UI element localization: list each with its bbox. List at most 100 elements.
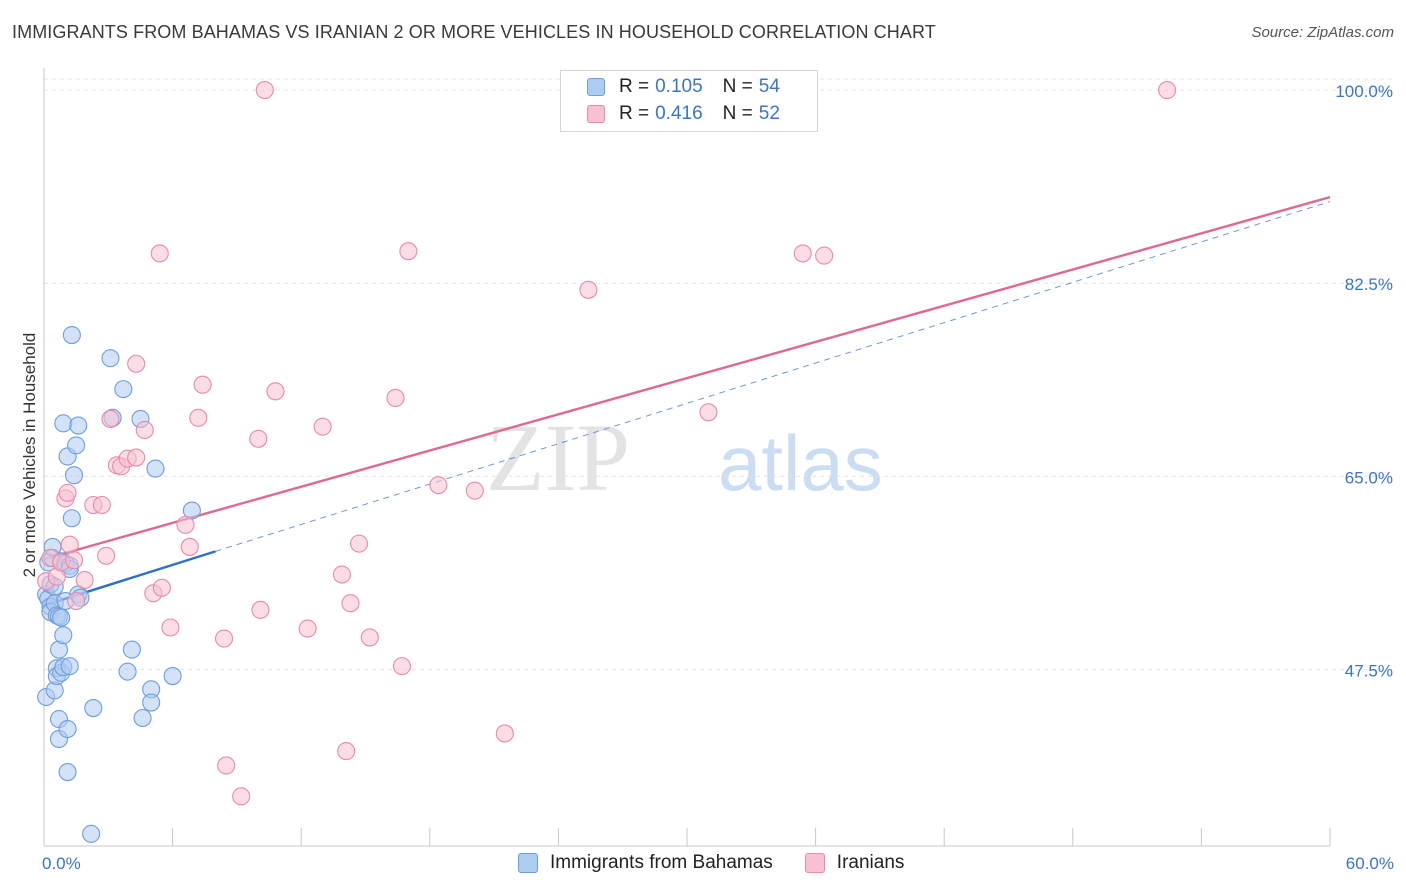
iranians-point [255, 81, 274, 100]
iranians-point [152, 578, 171, 597]
iranians-point [579, 280, 598, 299]
bahamas-point [101, 349, 120, 368]
legend-row-bahamas: R = 0.105 N = 54 [587, 75, 780, 99]
bahamas-point [114, 380, 133, 399]
iranians-trend-line [43, 195, 1331, 561]
bahamas-point [133, 708, 152, 728]
legend-swatch-pink [804, 853, 825, 873]
bahamas-point [62, 326, 81, 345]
iranians-point [150, 244, 169, 263]
iranians-point [1158, 81, 1177, 100]
bahamas-point [69, 416, 88, 435]
r-label: R = [619, 103, 650, 124]
bahamas-point [84, 699, 103, 718]
iranians-point [161, 618, 180, 637]
legend-swatch-blue [518, 853, 538, 873]
n-value: 52 [758, 103, 780, 124]
bahamas-point [62, 509, 81, 528]
iranians-point [815, 246, 834, 265]
bahamas-point [67, 436, 86, 455]
iranians-point [127, 448, 146, 467]
bahamas-point [146, 459, 165, 478]
n-value: 54 [758, 76, 780, 97]
bahamas-point [54, 626, 73, 645]
iranians-point [127, 354, 146, 373]
iranians-point [135, 420, 154, 440]
bahamas-point [52, 608, 71, 627]
bahamas-trend-extension [215, 201, 1331, 552]
iranians-point [67, 591, 86, 611]
legend-swatch-blue [587, 78, 605, 96]
iranians-point [337, 742, 356, 761]
iranians-point [386, 388, 405, 408]
iranians-point [429, 476, 448, 495]
iranians-point [495, 724, 514, 743]
iranians-point [176, 515, 195, 534]
iranians-point [101, 409, 120, 428]
data-points [37, 81, 1177, 843]
bahamas-point [58, 763, 77, 782]
bahamas-point [163, 667, 182, 686]
r-value: 0.416 [655, 103, 703, 124]
y-tick-label: 47.5% [1345, 661, 1393, 680]
watermark-atlas: atlas [718, 419, 883, 507]
x-tick-label: 60.0% [1346, 854, 1394, 873]
legend-label-bahamas: Immigrants from Bahamas [550, 852, 773, 873]
iranians-point [251, 600, 270, 619]
iranians-point [58, 483, 77, 502]
iranians-point [214, 629, 234, 648]
iranians-point [465, 481, 484, 500]
iranians-point [232, 787, 251, 806]
iranians-point [189, 408, 208, 427]
y-tick-label: 82.5% [1345, 275, 1393, 294]
bahamas-point [60, 657, 79, 676]
legend-row-iranians: R = 0.416 N = 52 [587, 102, 780, 126]
watermark: ZIP atlas [486, 404, 883, 511]
bahamas-point [54, 414, 73, 433]
bahamas-point [118, 662, 137, 681]
iranians-point [392, 657, 411, 676]
r-value: 0.105 [655, 76, 703, 97]
iranians-point [360, 628, 379, 647]
bahamas-point [58, 719, 77, 739]
iranians-point [332, 565, 351, 584]
iranians-point [193, 375, 212, 394]
iranians-point [97, 546, 116, 565]
tick-labels: 47.5% 65.0% 82.5% 100.0% 0.0% 60.0% [42, 82, 1394, 873]
bahamas-point [82, 824, 101, 843]
iranians-point [313, 417, 332, 436]
iranians-point [266, 382, 285, 401]
iranians-point [399, 242, 418, 261]
y-tick-label: 100.0% [1335, 82, 1393, 101]
source-label: Source: ZipAtlas.com [1251, 24, 1394, 41]
trend-lines [43, 195, 1331, 607]
bahamas-point [142, 693, 161, 712]
r-label: R = [619, 76, 650, 97]
n-label: N = [722, 103, 753, 124]
correlation-legend: R = 0.105 N = 54 R = 0.416 N = 52 [560, 70, 818, 132]
iranians-point [217, 756, 236, 775]
iranians-point [298, 619, 317, 638]
legend-item-bahamas: Immigrants from Bahamas [518, 852, 773, 874]
x-tick-label: 0.0% [42, 854, 81, 873]
chart-title: IMMIGRANTS FROM BAHAMAS VS IRANIAN 2 OR … [12, 22, 936, 42]
n-label: N = [722, 76, 753, 97]
iranians-point [350, 534, 369, 553]
legend-label-iranians: Iranians [836, 852, 905, 873]
iranians-point [75, 570, 94, 590]
axes [43, 68, 1331, 847]
bahamas-point [122, 640, 141, 659]
iranians-point [699, 403, 718, 422]
iranians-point [249, 429, 268, 448]
y-tick-label: 65.0% [1345, 468, 1393, 487]
bahamas-point [64, 466, 84, 485]
legend-swatch-pink [587, 105, 605, 123]
series-legend: Immigrants from Bahamas Iranians [518, 852, 936, 874]
watermark-zip: ZIP [486, 404, 630, 511]
iranians-point [341, 594, 360, 613]
iranians-point [793, 244, 812, 263]
iranians-point [92, 495, 111, 515]
iranians-point [60, 535, 79, 554]
legend-item-iranians: Iranians [804, 852, 905, 874]
